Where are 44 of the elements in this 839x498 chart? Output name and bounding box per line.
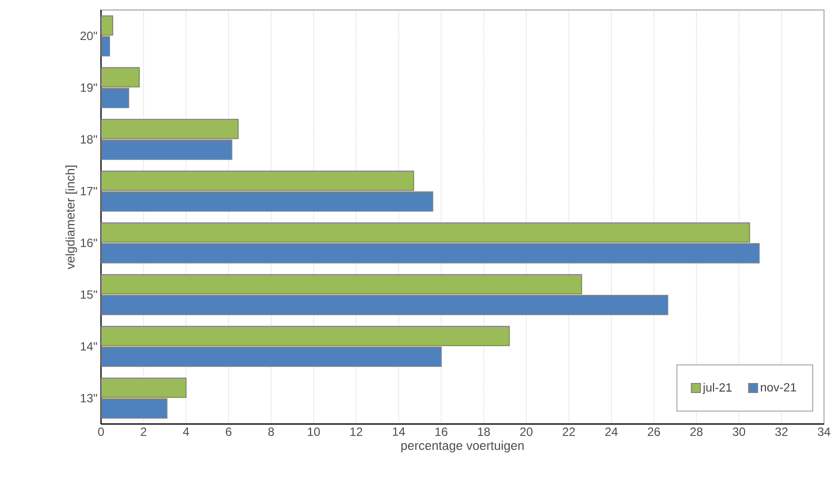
y-tick-label: 16" [80,238,97,248]
x-tick-label: 24 [605,428,618,436]
x-tick-label: 18 [478,428,490,436]
y-tick-label: 14" [80,342,97,350]
y-tick-label: 15" [80,290,97,299]
bar [101,222,750,243]
x-tick-label: 14 [392,428,406,436]
y-tick-label: 13" [80,394,97,402]
x-tick-label: 28 [690,428,703,436]
x-tick-label: 22 [562,428,575,436]
x-tick-label: 32 [775,428,788,436]
x-tick-label: 26 [648,428,660,436]
legend-label: jul-21 [702,382,732,394]
x-tick-label: 10 [308,428,320,436]
bar [101,378,187,398]
bar [101,274,582,294]
x-tick-label: 20 [520,428,532,436]
x-tick-label: 0 [98,428,104,436]
bar [101,398,168,419]
bar [101,191,434,212]
x-tick-label: 8 [268,428,274,436]
x-tick-label: 12 [350,428,362,436]
y-axis-title: velgdiameter [inch] [65,166,78,270]
x-axis-title: percentage voertuigen [401,440,524,452]
bar [101,346,442,367]
y-tick-label: 20" [80,32,97,40]
bar [101,326,510,346]
y-tick-label: 17" [80,187,97,196]
legend-label: nov-21 [760,383,796,392]
bar [101,88,130,108]
bar [101,118,239,140]
x-tick-label: 4 [183,428,190,436]
y-tick-label: 18" [80,135,97,144]
y-tick-label: 19" [80,83,97,92]
x-tick-label: 6 [226,428,232,436]
x-tick-label: 16 [436,428,448,436]
x-tick-label: 34 [818,428,830,436]
bar [101,294,668,316]
bar [101,243,760,264]
bar [101,170,414,191]
bar [101,140,232,160]
bar [101,67,140,88]
x-tick-label: 30 [732,428,746,436]
x-tick-label: 2 [140,428,146,436]
